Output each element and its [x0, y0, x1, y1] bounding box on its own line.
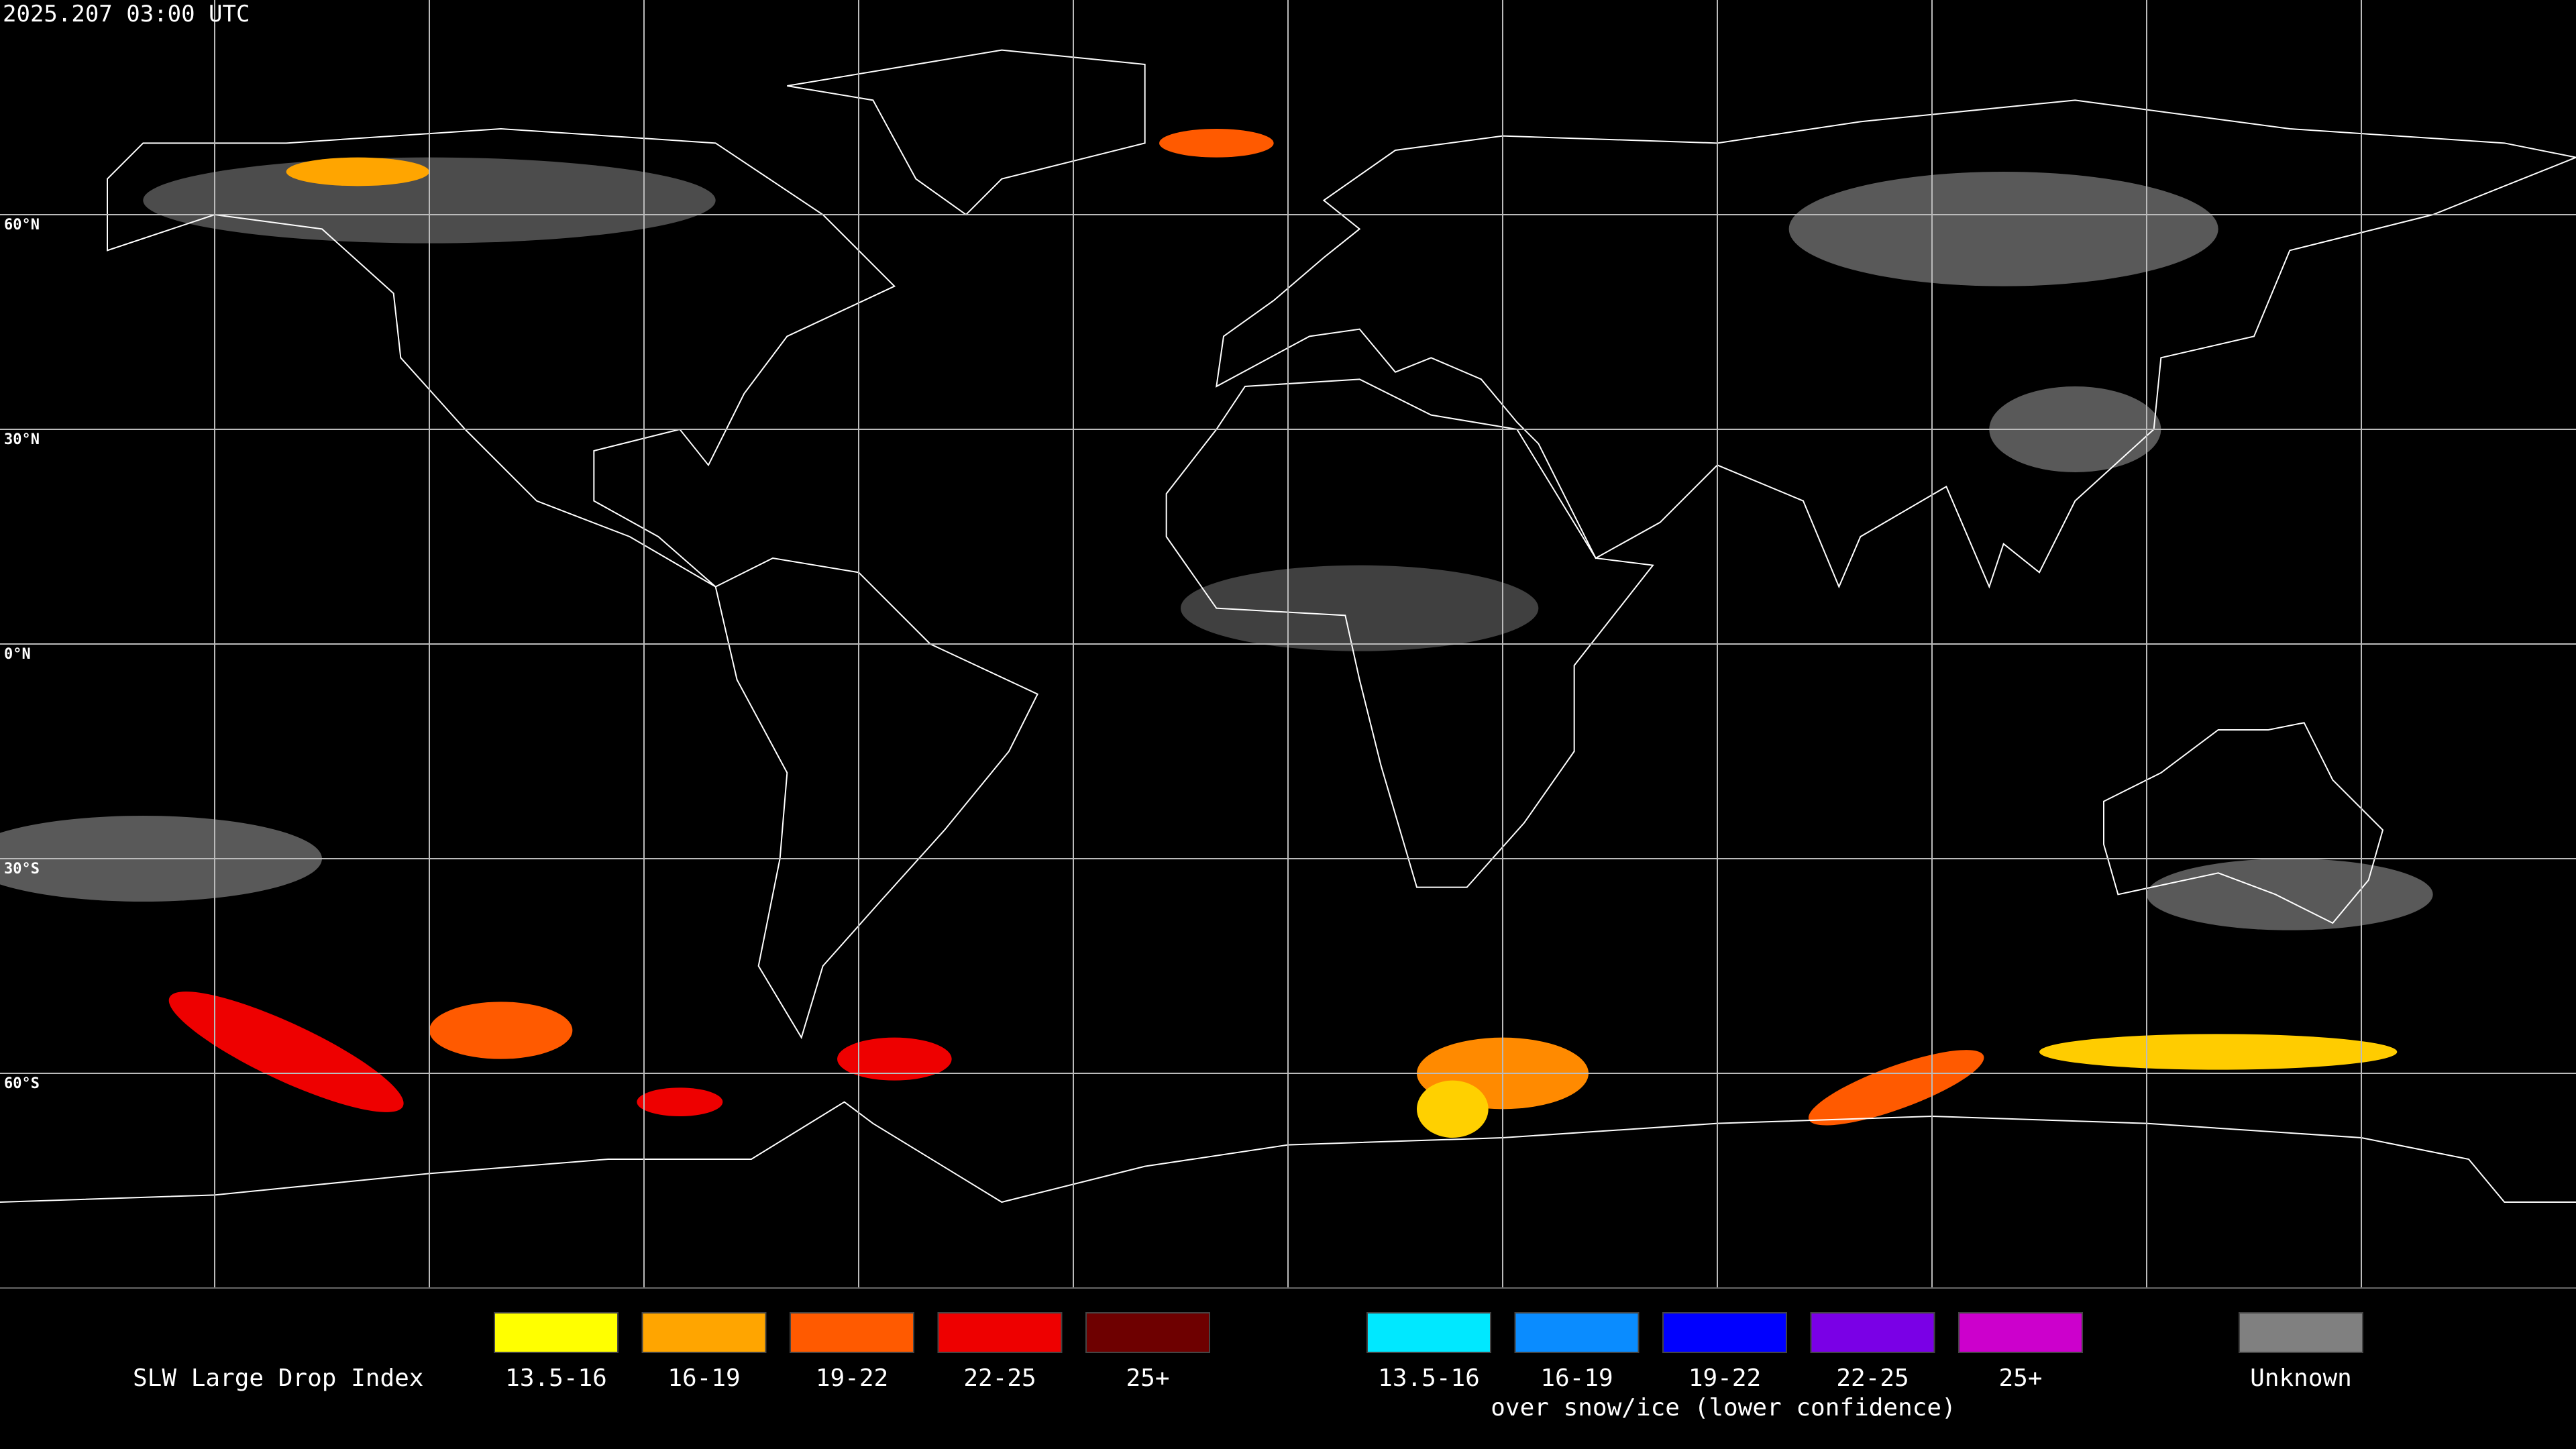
slw-patches: [168, 128, 2398, 1138]
graticule: 60°N 30°N 0°N 30°S 60°S: [0, 0, 2576, 1288]
legend-label: 19-22: [816, 1364, 888, 1392]
latitude-label: 0°N: [4, 646, 31, 663]
slw-patch: [2039, 1034, 2398, 1070]
legend-swatch: [2239, 1312, 2363, 1353]
legend-swatch: [790, 1312, 914, 1353]
unknown-patch: [1788, 171, 2218, 286]
legend-label: 22-25: [963, 1364, 1036, 1392]
slw-patch: [286, 157, 429, 186]
legend-label: 13.5-16: [505, 1364, 607, 1392]
legend-label: 13.5-16: [1378, 1364, 1480, 1392]
coastline: [0, 1102, 2576, 1202]
legend-label: 19-22: [1688, 1364, 1761, 1392]
slw-patch: [1417, 1080, 1489, 1138]
legend-label: 16-19: [1540, 1364, 1613, 1392]
legend-swatch: [1662, 1312, 1787, 1353]
slw-patch: [168, 991, 404, 1112]
legend-swatch: [641, 1312, 767, 1353]
slw-patch: [1808, 1050, 1984, 1126]
coastline: [1167, 379, 1653, 887]
latitude-label: 60°N: [4, 217, 40, 233]
legend-swatch: [1810, 1312, 1935, 1353]
legend-title: SLW Large Drop Index: [133, 1364, 423, 1392]
legend-swatch: [1514, 1312, 1640, 1353]
legend-label: 25+: [1998, 1364, 2042, 1392]
unknown-patch: [2147, 859, 2433, 930]
legend-label: 16-19: [667, 1364, 740, 1392]
coastline: [787, 50, 1144, 215]
coastline: [716, 558, 1038, 1038]
slw-patch: [637, 1087, 723, 1117]
legend-swatch: [1085, 1312, 1210, 1353]
latitude-label: 30°N: [4, 431, 40, 448]
legend-swatch: [937, 1312, 1063, 1353]
slw-patch: [1159, 128, 1274, 158]
slw-patch: [837, 1037, 952, 1081]
legend-swatch: [1366, 1312, 1491, 1353]
coastline: [2104, 722, 2383, 923]
latitude-label: 30°S: [4, 861, 40, 877]
legend-label: 25+: [1126, 1364, 1169, 1392]
slw-patch: [429, 1002, 573, 1059]
legend-swatch: [494, 1312, 619, 1353]
latitude-label: 60°S: [4, 1075, 40, 1092]
timestamp: 2025.207 03:00 UTC: [3, 1, 250, 28]
legend-swatch: [1958, 1312, 2083, 1353]
legend-label: Unknown: [2250, 1364, 2352, 1392]
legend-caption: over snow/ice (lower confidence): [1491, 1394, 1956, 1421]
coastline: [107, 129, 894, 587]
legend-label: 22-25: [1836, 1364, 1909, 1392]
unknown-patch: [1180, 565, 1539, 651]
legend: 13.5-16 16-19 19-22 22-25 25+ 13.5-16 16-19 19-…: [494, 1312, 2363, 1421]
